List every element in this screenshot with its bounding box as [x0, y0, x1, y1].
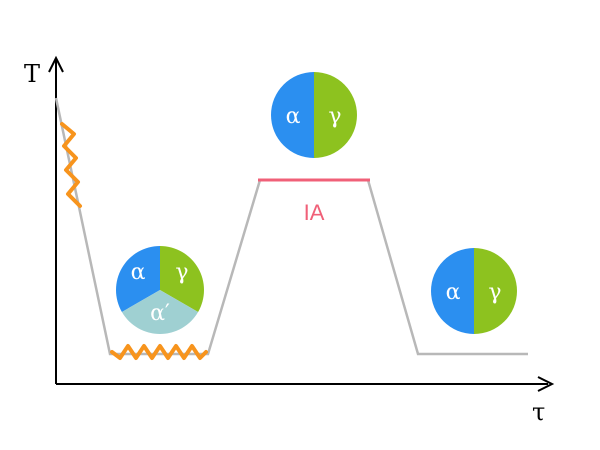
x-axis-label: τ — [532, 398, 545, 426]
gamma-phase-half — [474, 248, 517, 334]
alpha-phase-sector — [116, 246, 160, 312]
ia-label: IA — [304, 200, 325, 225]
alpha-label: α — [446, 280, 461, 305]
quench-wavy-line — [60, 122, 82, 208]
alpha-prime-label: α′ — [150, 301, 170, 326]
gamma-label: γ — [175, 260, 188, 285]
alpha-phase-half — [271, 72, 314, 158]
y-axis-label: T — [24, 60, 40, 88]
alpha-label: α — [131, 260, 146, 285]
phase-circle-quenched: α γ α′ — [116, 246, 204, 334]
gamma-label: γ — [488, 280, 501, 305]
hold-wavy-line — [110, 344, 208, 360]
phase-circle-intercritical: α γ — [271, 72, 357, 158]
phase-circle-final: α γ — [431, 248, 517, 334]
alpha-label: α — [286, 104, 301, 129]
gamma-phase-half — [314, 72, 357, 158]
y-axis-arrow — [48, 55, 64, 73]
alpha-phase-half — [431, 248, 474, 334]
x-axis-arrow — [537, 376, 555, 392]
gamma-label: γ — [328, 104, 341, 129]
gamma-phase-sector — [160, 246, 204, 312]
alpha-prime-phase-sector — [121, 290, 199, 334]
